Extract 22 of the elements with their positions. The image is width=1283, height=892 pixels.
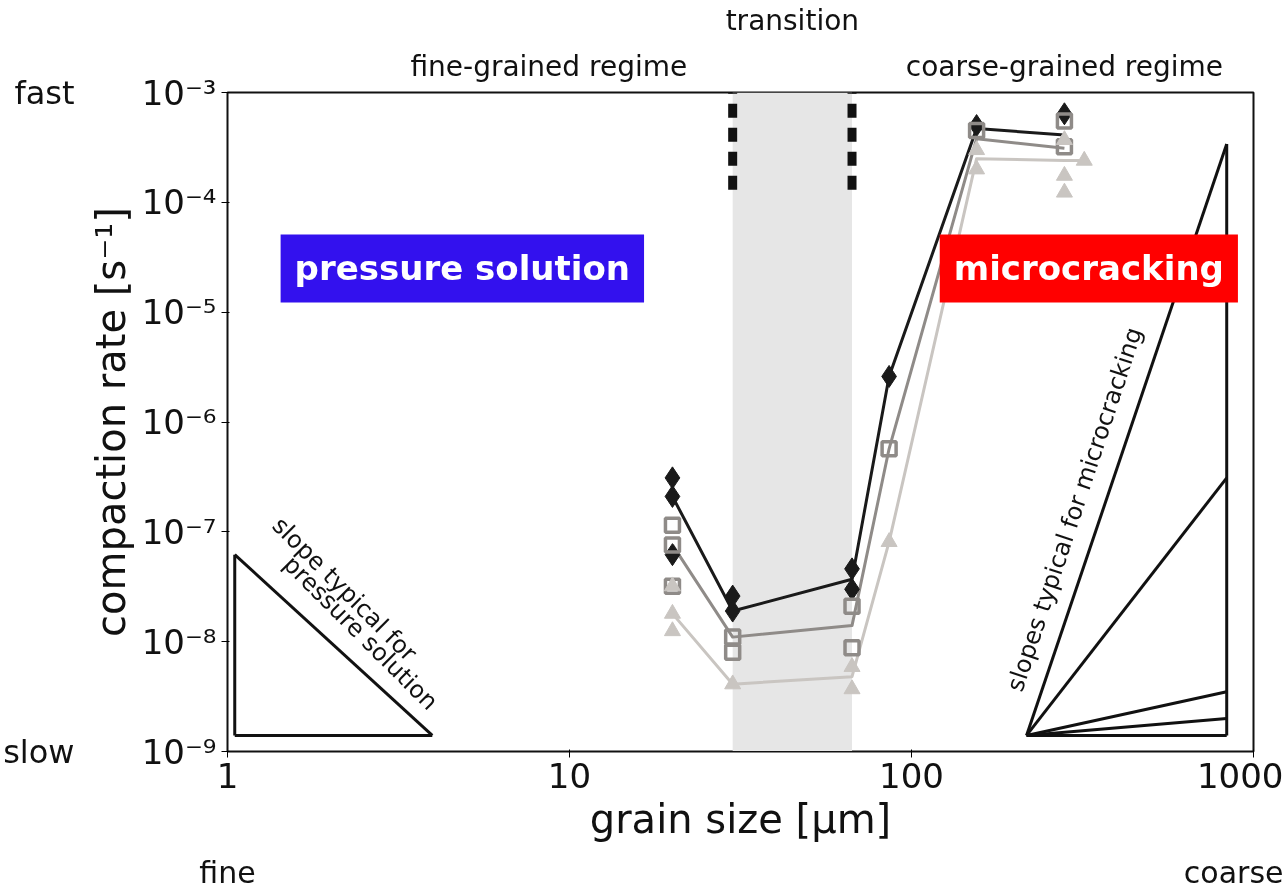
y-tick-label: 10⁻⁴ (141, 182, 217, 223)
y-tick-label: 10⁻³ (141, 72, 217, 113)
x-axis-title: grain size [µm] (589, 795, 892, 842)
annotation: microcracking (953, 248, 1224, 289)
annotation: pressure solution (294, 248, 631, 289)
y-tick-label: 10⁻⁸ (141, 621, 217, 662)
y-axis-title: compaction rate [s⁻¹] (87, 207, 134, 637)
text: coarse-grained regime (905, 49, 1224, 83)
y-tick-label: 10⁻⁷ (141, 511, 217, 552)
y-tick-label: 10⁻⁹ (141, 731, 217, 772)
text: coarse (1183, 854, 1283, 890)
band-label: transition (725, 3, 860, 37)
y-tick-label: 10⁻⁶ (141, 402, 217, 442)
x-tick-label: 10 (547, 755, 592, 796)
text: fast (14, 73, 75, 112)
x-tick-label: 100 (879, 755, 944, 796)
x-tick-label: 1000 (1196, 755, 1283, 796)
text: fine (199, 854, 256, 890)
text: fine-grained regime (410, 49, 688, 83)
y-tick-label: 10⁻⁵ (141, 292, 217, 333)
text: slow (3, 732, 75, 771)
x-tick-label: 1 (216, 755, 239, 796)
